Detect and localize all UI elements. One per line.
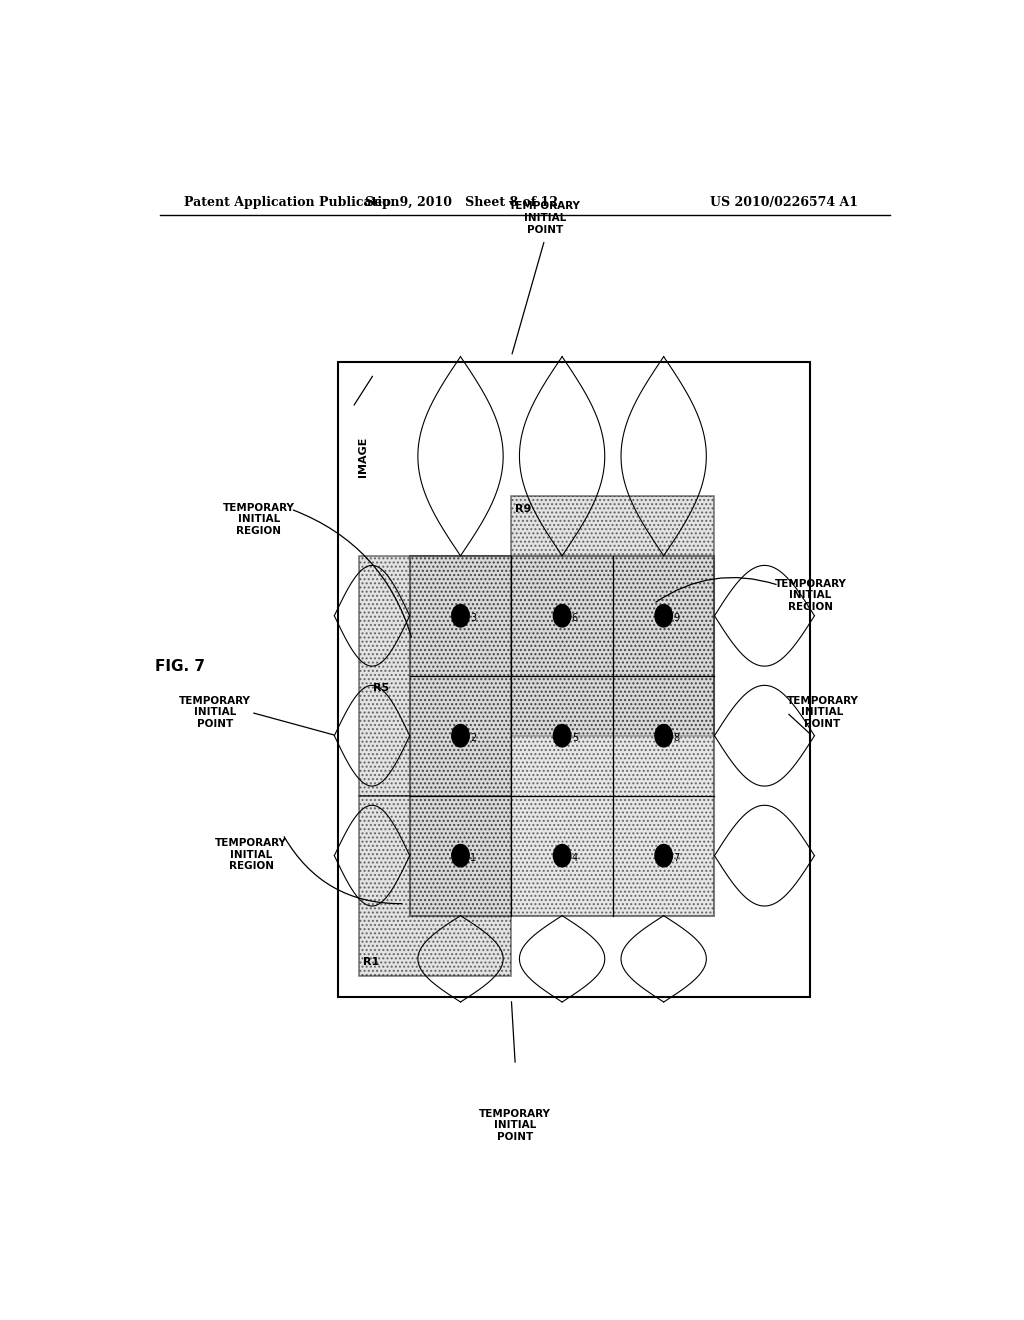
Text: 8: 8 (674, 733, 679, 743)
Text: 3: 3 (470, 612, 476, 623)
Bar (511, 496, 715, 735)
Bar (338, 362, 811, 997)
Circle shape (655, 725, 673, 747)
Text: R1: R1 (362, 957, 379, 968)
Text: IMAGE: IMAGE (358, 437, 369, 477)
Text: TEMPORARY
INITIAL
REGION: TEMPORARY INITIAL REGION (215, 838, 287, 871)
Circle shape (452, 845, 469, 867)
Text: TEMPORARY
INITIAL
POINT: TEMPORARY INITIAL POINT (786, 696, 858, 729)
Text: TEMPORARY
INITIAL
REGION: TEMPORARY INITIAL REGION (774, 579, 847, 612)
Text: 4: 4 (571, 853, 578, 863)
Text: TEMPORARY
INITIAL
POINT: TEMPORARY INITIAL POINT (509, 202, 581, 235)
Circle shape (553, 725, 570, 747)
Text: 6: 6 (571, 612, 578, 623)
Circle shape (655, 605, 673, 627)
Text: R5: R5 (373, 682, 389, 693)
Text: US 2010/0226574 A1: US 2010/0226574 A1 (710, 195, 858, 209)
Circle shape (553, 845, 570, 867)
Text: 7: 7 (674, 853, 680, 863)
Bar (359, 796, 511, 975)
Text: Patent Application Publication: Patent Application Publication (183, 195, 399, 209)
Text: 2: 2 (470, 733, 476, 743)
Text: 9: 9 (674, 612, 679, 623)
Circle shape (452, 605, 469, 627)
Text: TEMPORARY
INITIAL
POINT: TEMPORARY INITIAL POINT (179, 696, 251, 729)
Text: TEMPORARY
INITIAL
POINT: TEMPORARY INITIAL POINT (479, 1109, 551, 1142)
Text: FIG. 7: FIG. 7 (155, 659, 205, 675)
Text: 1: 1 (470, 853, 476, 863)
Text: TEMPORARY
INITIAL
REGION: TEMPORARY INITIAL REGION (223, 503, 295, 536)
Circle shape (452, 725, 469, 747)
Circle shape (553, 605, 570, 627)
Text: 5: 5 (571, 733, 578, 743)
Text: Sep. 9, 2010   Sheet 8 of 12: Sep. 9, 2010 Sheet 8 of 12 (365, 195, 558, 209)
Text: R9: R9 (515, 504, 531, 513)
Bar (359, 556, 511, 796)
Circle shape (655, 845, 673, 867)
Bar (410, 556, 715, 916)
